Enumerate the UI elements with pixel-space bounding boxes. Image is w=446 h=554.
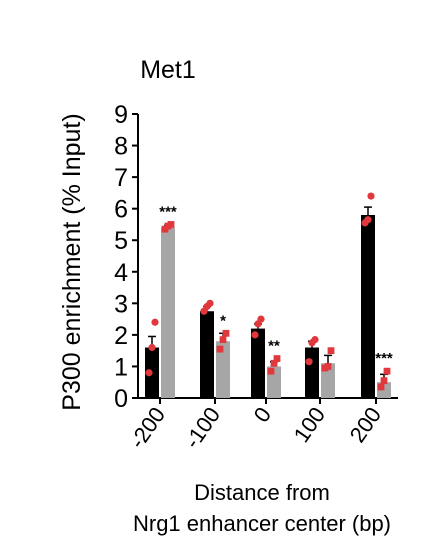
- data-point: [305, 358, 313, 366]
- plot-area: 0 1 2 3 4 5 6 7 8 9 *** -200 * -100 ** 0 100 *** 200: [114, 101, 398, 453]
- data-point: [367, 192, 375, 200]
- data-point: [364, 216, 372, 224]
- y-tick-label: 5: [114, 227, 128, 255]
- x-axis-label-line1: Distance from: [194, 480, 330, 505]
- bar: [216, 341, 230, 398]
- y-tick-label: 6: [114, 196, 128, 224]
- data-point: [219, 336, 227, 344]
- data-point: [257, 315, 265, 323]
- data-point: [151, 318, 159, 326]
- y-tick-label: 2: [114, 322, 128, 350]
- data-point: [167, 221, 175, 228]
- data-point: [267, 367, 275, 375]
- data-point: [380, 377, 388, 385]
- data-point: [251, 331, 259, 339]
- x-tick-label: 100: [289, 403, 331, 447]
- x-axis-label-line2: Nrg1 enhancer center (bp): [133, 511, 391, 536]
- data-point: [377, 383, 385, 391]
- y-tick-label: 8: [114, 133, 128, 161]
- significance-marker: ***: [159, 203, 177, 220]
- bar: [305, 347, 319, 398]
- y-tick-label: 1: [114, 353, 128, 381]
- data-point: [145, 369, 153, 377]
- y-axis-label: P300 enrichment (% Input): [58, 113, 86, 410]
- significance-marker: *: [220, 312, 226, 329]
- x-tick-label: -100: [179, 403, 225, 453]
- y-tick-label: 3: [114, 290, 128, 318]
- y-tick-label: 9: [114, 101, 128, 129]
- x-tick-label: 0: [249, 403, 277, 427]
- chart-title: Met1: [140, 56, 196, 84]
- data-point: [273, 355, 281, 362]
- data-point: [206, 299, 214, 307]
- x-tick-label: 200: [345, 403, 387, 447]
- significance-marker: **: [268, 338, 280, 355]
- bar: [200, 311, 214, 398]
- bar: [161, 227, 175, 398]
- data-point: [270, 359, 278, 367]
- data-point: [324, 363, 332, 370]
- y-tick-label: 0: [114, 385, 128, 413]
- data-point: [327, 347, 335, 355]
- bar: [251, 328, 265, 398]
- y-tick-label: 7: [114, 164, 128, 192]
- data-point: [148, 343, 156, 352]
- data-point: [216, 345, 224, 353]
- y-tick-label: 4: [114, 259, 128, 287]
- data-point: [383, 367, 391, 375]
- data-point: [311, 336, 319, 344]
- bar: [321, 363, 335, 398]
- data-point: [222, 329, 230, 337]
- significance-marker: ***: [375, 350, 393, 367]
- bar: [361, 214, 375, 398]
- x-tick-label: -200: [124, 403, 170, 453]
